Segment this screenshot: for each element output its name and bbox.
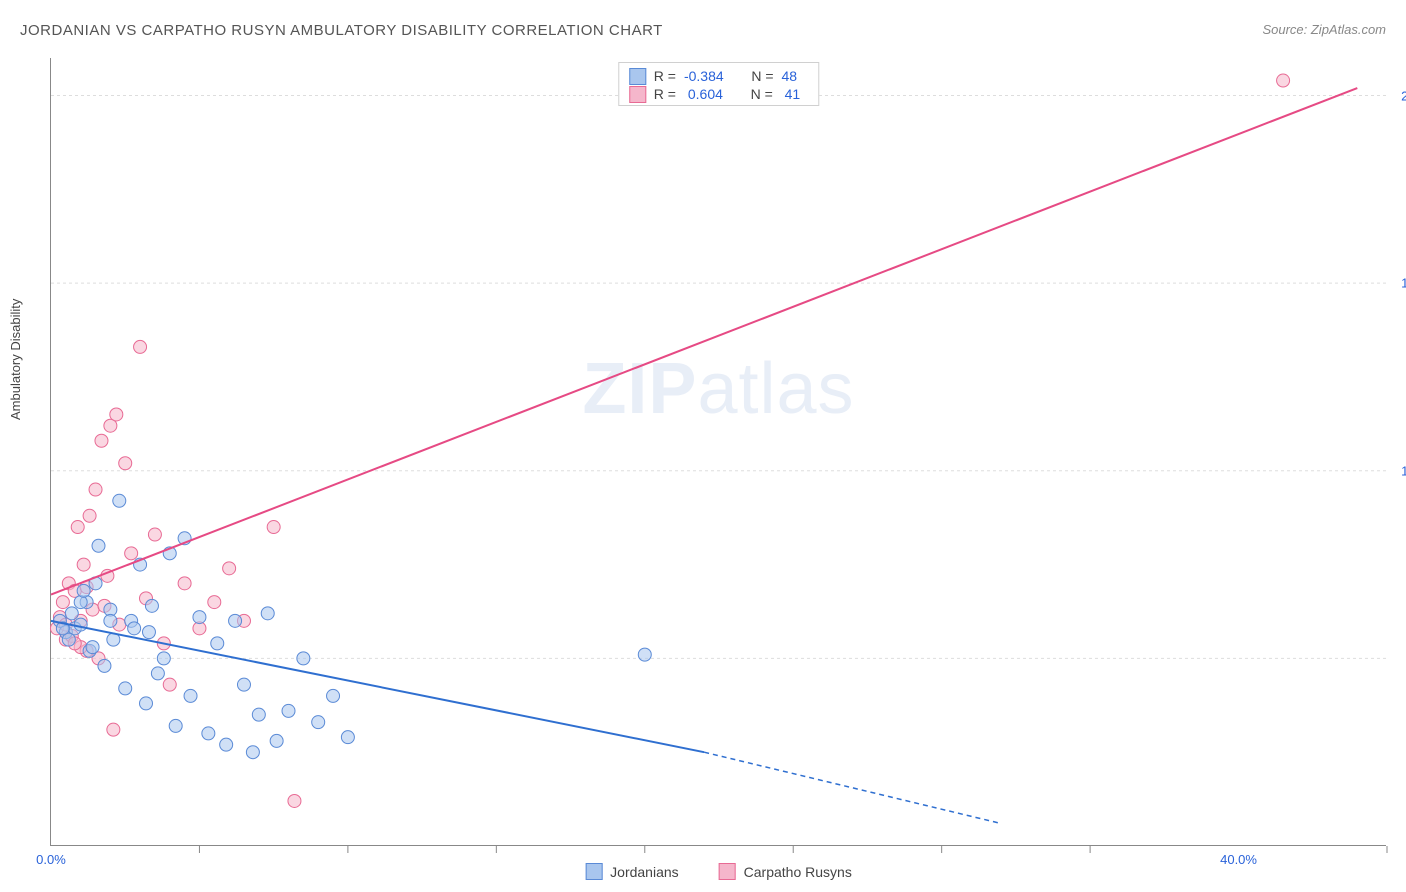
y-tick-label: 10.0% [1401,463,1406,478]
n-value-jordanians: 48 [782,67,798,85]
legend-item-jordanians: Jordanians [585,863,679,880]
n-label: N = [751,67,773,85]
r-label: R = [654,85,676,103]
y-tick-label: 20.0% [1401,88,1406,103]
swatch-carpatho [629,86,646,103]
stats-row-jordanians: R = -0.384 N = 48 [629,67,800,85]
stats-row-carpatho: R = 0.604 N = 41 [629,85,800,103]
legend: Jordanians Carpatho Rusyns [585,863,852,880]
x-tick-label: 0.0% [36,852,66,867]
n-value-carpatho: 41 [781,85,800,103]
stats-box: R = -0.384 N = 48 R = 0.604 N = 41 [618,62,819,106]
legend-swatch-jordanians [585,863,602,880]
r-value-carpatho: 0.604 [684,85,723,103]
y-tick-label: 15.0% [1401,276,1406,291]
y-axis-label: Ambulatory Disability [8,299,23,420]
x-tick-label: 40.0% [1220,852,1257,867]
r-value-jordanians: -0.384 [684,67,724,85]
legend-label-carpatho: Carpatho Rusyns [744,864,852,880]
legend-item-carpatho: Carpatho Rusyns [719,863,852,880]
n-label: N = [751,85,773,103]
plot-area: ZIPatlas R = -0.384 N = 48 R = 0.604 N =… [50,58,1386,846]
chart-svg [51,58,1386,845]
swatch-jordanians [629,68,646,85]
source-label: Source: ZipAtlas.com [1262,22,1386,37]
legend-label-jordanians: Jordanians [610,864,679,880]
r-label: R = [654,67,676,85]
legend-swatch-carpatho [719,863,736,880]
chart-title: JORDANIAN VS CARPATHO RUSYN AMBULATORY D… [20,22,663,39]
